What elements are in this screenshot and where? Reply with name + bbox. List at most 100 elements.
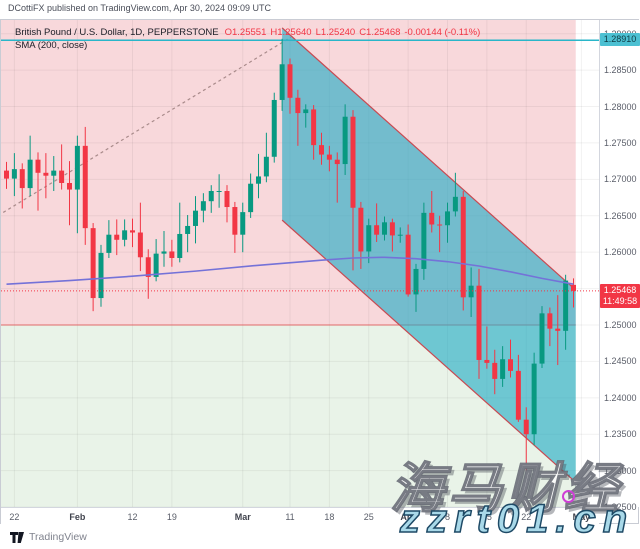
candle (319, 145, 324, 155)
price-axis[interactable]: 1.28910 1.25468 11:49:58 1.290001.285001… (599, 20, 640, 512)
time-axis-label: Mar (234, 512, 251, 522)
ohlc-change: -0.00144 (-0.11%) (404, 27, 481, 38)
candle (500, 359, 506, 379)
candle (263, 156, 269, 177)
candle (476, 285, 482, 360)
time-axis-label: 25 (363, 512, 374, 522)
price-axis-label: 1.26000 (604, 247, 637, 258)
candle (153, 253, 159, 277)
candle (547, 313, 553, 329)
footer-brand[interactable]: TradingView (10, 529, 87, 545)
time-axis-label: Apr (400, 512, 416, 522)
candle (145, 257, 151, 277)
price-chart[interactable] (1, 20, 599, 507)
time-axis-label: 19 (166, 512, 177, 522)
watermark-chinese: 海马财经 (389, 458, 622, 520)
tradingview-logo-icon (10, 531, 24, 543)
candle (515, 370, 521, 420)
watermark-url: zzrt01.cn (399, 496, 635, 542)
candle (161, 251, 167, 254)
candle (405, 234, 411, 295)
candle (130, 230, 135, 233)
candle (59, 170, 65, 183)
time-axis[interactable]: 22 Feb 12 19 Mar 11 18 25 Apr 8 15 22 May (1, 507, 599, 526)
candle (271, 99, 277, 157)
candle (4, 170, 9, 179)
candle (531, 363, 537, 435)
price-axis-label: 1.27500 (604, 137, 637, 148)
alert-price-badge: 1.28910 (600, 33, 640, 47)
price-axis-label: 1.24500 (604, 356, 637, 367)
candle (523, 419, 529, 435)
candle (90, 228, 96, 299)
ohlc-close: C1.25468 (359, 27, 401, 38)
price-axis-label: 1.23000 (604, 465, 637, 476)
candle (35, 159, 41, 173)
bar-countdown: 11:49:58 (602, 295, 638, 306)
candle (303, 109, 309, 114)
price-axis-label: 1.24000 (604, 392, 637, 403)
candle (248, 183, 254, 213)
alert-price-value: 1.28910 (603, 34, 637, 45)
candle (563, 280, 569, 331)
price-axis-label: 1.27000 (604, 174, 637, 185)
time-axis-label: 15 (481, 512, 492, 522)
candle (492, 362, 498, 379)
indicator-legend-row: SMA (200, close) (15, 40, 88, 51)
candle (389, 222, 395, 236)
candle (74, 145, 80, 190)
price-axis-label: 1.28000 (604, 101, 637, 112)
candle (224, 190, 230, 208)
candle (122, 230, 128, 240)
time-axis-label: 8 (444, 512, 451, 522)
candle (326, 154, 332, 160)
dashed-trendline[interactable] (1, 36, 291, 218)
time-axis-label: 22 (521, 512, 532, 522)
candle (51, 170, 57, 176)
candle (460, 196, 466, 298)
candle (295, 97, 301, 114)
candle (555, 328, 561, 331)
time-axis-label: 22 (9, 512, 20, 522)
price-axis-label: 1.23500 (604, 429, 637, 440)
candle (311, 109, 317, 146)
candles (4, 38, 576, 472)
time-axis-label: Feb (69, 512, 86, 522)
symbol-legend-row: British Pound / U.S. Dollar, 1D, PEPPERS… (15, 26, 480, 39)
candle (452, 196, 458, 212)
chart-plot-area[interactable] (1, 20, 599, 507)
candle (67, 182, 72, 190)
price-axis-label: 1.25000 (604, 320, 637, 330)
candle (397, 234, 403, 236)
last-price-value: 1.25468 (603, 284, 637, 295)
candle (279, 64, 285, 100)
ohlc-low: L1.25240 (315, 27, 356, 38)
candle (413, 268, 419, 295)
candle (232, 207, 238, 235)
price-axis-label: 1.22500 (604, 502, 637, 513)
candle (445, 211, 450, 226)
drawing-anchor-ring (562, 490, 575, 503)
candle (106, 234, 112, 253)
candle (114, 234, 120, 240)
ohlc-open: O1.25551 (224, 27, 267, 38)
candle (216, 190, 222, 192)
price-axis-label: 1.28500 (604, 65, 637, 76)
ohlc-high: H1.25640 (270, 27, 312, 38)
candle (421, 212, 427, 269)
candle (185, 225, 191, 234)
published-line: DCottiFX published on TradingView.com, A… (8, 3, 271, 13)
chart-legend: British Pound / U.S. Dollar, 1D, PEPPERS… (15, 26, 480, 52)
candle (366, 225, 372, 252)
candle (571, 284, 576, 291)
candle (539, 313, 545, 364)
candle (27, 159, 33, 189)
sma-200-line[interactable] (6, 256, 574, 286)
time-axis-label: 18 (324, 512, 335, 522)
time-axis-label: 11 (285, 512, 295, 522)
candle (240, 212, 246, 235)
candle (200, 201, 206, 211)
candle (484, 359, 490, 363)
candle (334, 159, 340, 165)
candle (98, 252, 104, 299)
